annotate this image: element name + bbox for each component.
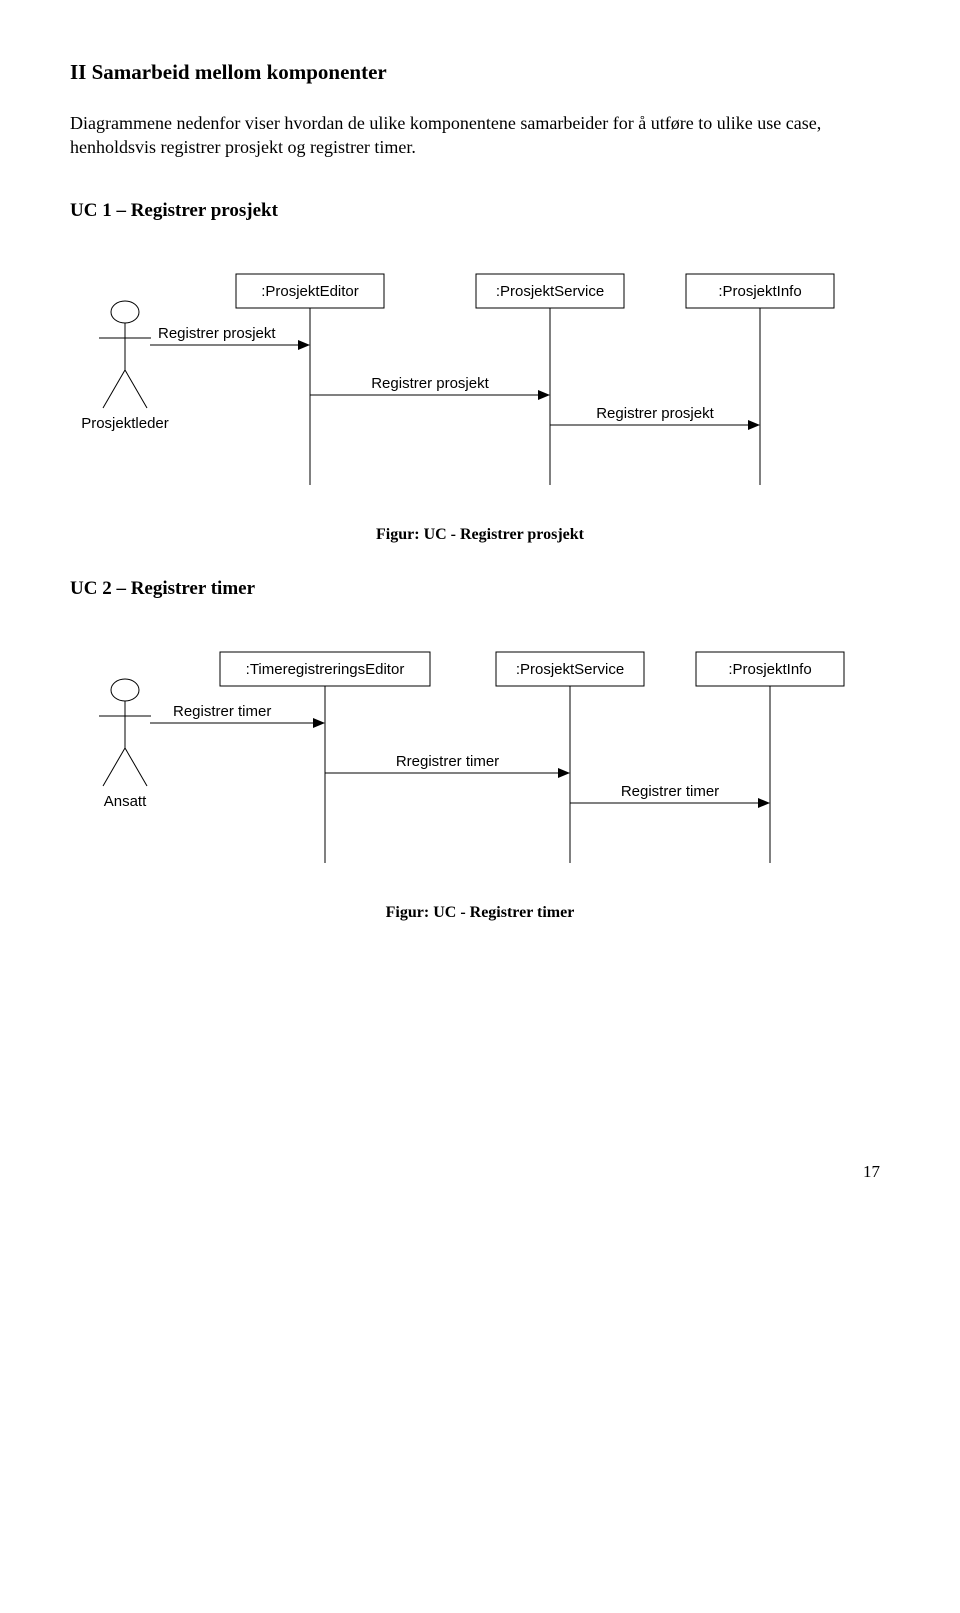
- diagram2-heading: UC 2 – Registrer timer: [70, 578, 890, 600]
- svg-text::ProsjektEditor: :ProsjektEditor: [261, 283, 359, 300]
- diagram2-caption: Figur: UC - Registrer timer: [70, 904, 890, 922]
- page-number: 17: [70, 1162, 890, 1182]
- svg-text:Registrer prosjekt: Registrer prosjekt: [158, 325, 276, 342]
- svg-text:Registrer timer: Registrer timer: [173, 703, 271, 720]
- intro-paragraph: Diagrammene nedenfor viser hvordan de ul…: [70, 111, 890, 160]
- svg-text::ProsjektService: :ProsjektService: [516, 661, 624, 678]
- svg-text::ProsjektService: :ProsjektService: [496, 283, 604, 300]
- svg-text:Rregistrer timer: Rregistrer timer: [396, 753, 499, 770]
- diagram1-heading: UC 1 – Registrer prosjekt: [70, 200, 890, 222]
- svg-text::ProsjektInfo: :ProsjektInfo: [718, 283, 801, 300]
- svg-text:Registrer prosjekt: Registrer prosjekt: [371, 375, 489, 392]
- sequence-diagram-2: Ansatt :TimeregistreringsEditor :ProsjektS…: [70, 618, 890, 898]
- sequence-diagram-1: Prosjektleder :ProsjektEditor :ProsjektSer…: [70, 240, 890, 520]
- diagram1-caption: Figur: UC - Registrer prosjekt: [70, 526, 890, 544]
- svg-text:Ansatt: Ansatt: [104, 793, 147, 810]
- section-heading: II Samarbeid mellom komponenter: [70, 60, 890, 85]
- svg-text:Registrer timer: Registrer timer: [621, 783, 719, 800]
- svg-text::ProsjektInfo: :ProsjektInfo: [728, 661, 811, 678]
- svg-text:Registrer prosjekt: Registrer prosjekt: [596, 405, 714, 422]
- svg-text::TimeregistreringsEditor: :TimeregistreringsEditor: [246, 661, 405, 678]
- svg-text:Prosjektleder: Prosjektleder: [81, 415, 169, 432]
